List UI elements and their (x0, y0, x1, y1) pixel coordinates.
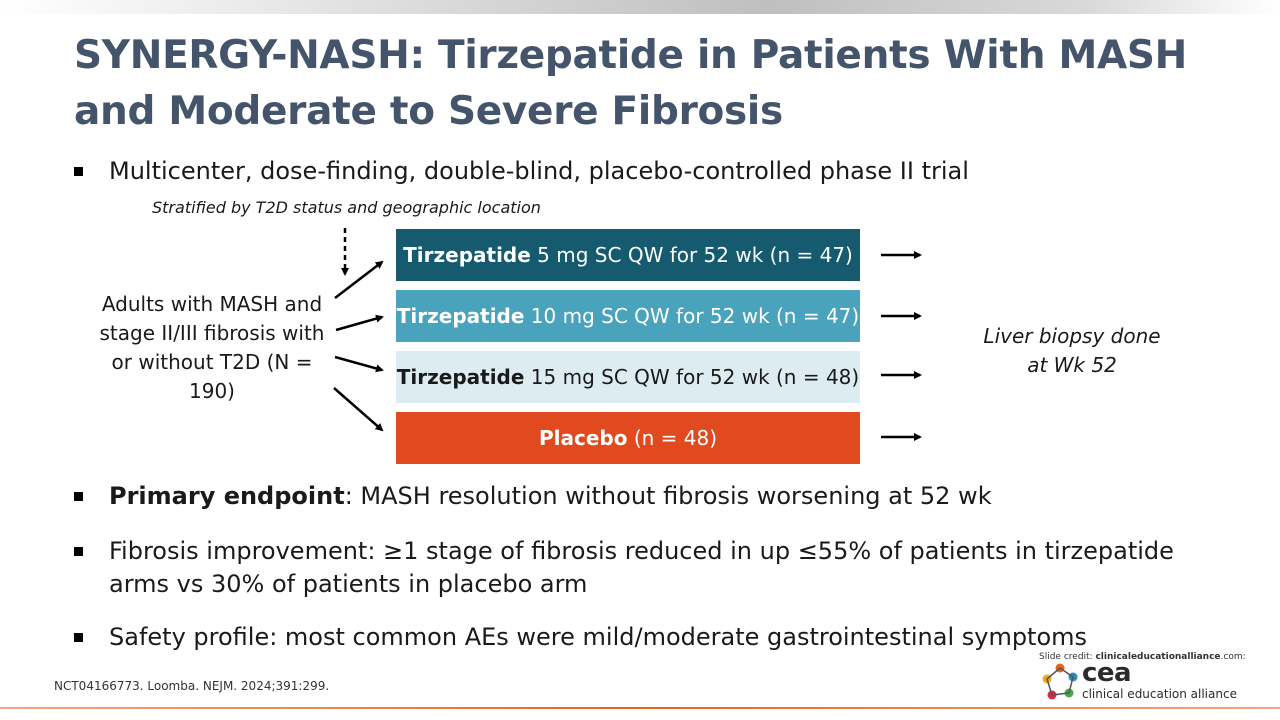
top-gradient-bar (0, 0, 1280, 14)
bullet-square-icon (74, 492, 83, 501)
bottom-accent-line (0, 707, 1280, 709)
bullet-safety: Safety profile: most common AEs were mil… (74, 621, 1174, 655)
arm-placebo: Placebo (n = 48) (396, 412, 860, 464)
stratification-note: Stratified by T2D status and geographic … (152, 198, 541, 217)
arm-detail: (n = 48) (627, 426, 718, 450)
outcome-label: Liver biopsy done at Wk 52 (983, 324, 1161, 377)
randomize-arrow-3 (334, 355, 384, 373)
arm-drug: Tirzepatide (396, 304, 525, 328)
arm-drug: Tirzepatide (403, 243, 531, 267)
citation: NCT04166773. Loomba. NEJM. 2024;391:299. (54, 679, 330, 693)
bullet-square-icon (74, 547, 83, 556)
bullet-square-icon (74, 633, 83, 642)
slide-title: SYNERGY-NASH: Tirzepatide in Patients Wi… (74, 33, 1187, 134)
primary-endpoint-label: Primary endpoint (109, 482, 345, 510)
arm-drug: Tirzepatide (396, 365, 525, 389)
arm-drug: Placebo (538, 426, 628, 450)
bullet-design-text: Multicenter, dose-finding, double-blind,… (109, 157, 969, 185)
credit-site: clinicaleducationalliance (1095, 652, 1221, 662)
slide-credit: Slide credit: clinicaleducationalliance.… (1039, 652, 1246, 662)
randomize-arrow-4 (333, 387, 384, 432)
bullet-primary-text: Primary endpoint: MASH resolution withou… (109, 480, 992, 513)
arm-tirzepatide-15mg: Tirzepatide 15 mg SC QW for 52 wk (n = 4… (396, 351, 860, 403)
bullet-fibrosis-text: Fibrosis improvement: ≥1 stage of fibros… (109, 537, 1174, 598)
randomize-arrow-2 (335, 314, 384, 332)
arm-detail: 10 mg SC QW for 52 wk (n = 47) (524, 304, 860, 328)
credit-prefix: Slide credit: (1039, 652, 1096, 662)
arm-tirzepatide-10mg: Tirzepatide 10 mg SC QW for 52 wk (n = 4… (396, 290, 860, 342)
bullet-primary-endpoint: Primary endpoint: MASH resolution withou… (74, 480, 1174, 514)
arm-tirzepatide-5mg: Tirzepatide 5 mg SC QW for 52 wk (n = 47… (396, 229, 860, 281)
bullet-square-icon (74, 167, 83, 176)
logo-short-name: cea (1082, 658, 1132, 688)
population-label: Adults with MASH and stage II/III fibros… (99, 292, 325, 403)
bullet-fibrosis: Fibrosis improvement: ≥1 stage of fibros… (74, 535, 1214, 605)
cea-mark-icon (1042, 663, 1078, 700)
bullet-design: Multicenter, dose-finding, double-blind,… (74, 155, 1174, 189)
arm-detail: 15 mg SC QW for 52 wk (n = 48) (524, 365, 860, 389)
primary-endpoint-desc: : MASH resolution without fibrosis worse… (344, 482, 992, 510)
randomize-arrow-1 (334, 260, 384, 299)
bullet-safety-text: Safety profile: most common AEs were mil… (109, 623, 1088, 651)
credit-suffix: .com: (1220, 652, 1246, 662)
logo-full-name: clinical education alliance (1082, 687, 1237, 701)
cea-logo: cea clinical education alliance (1042, 658, 1237, 702)
arm-detail: 5 mg SC QW for 52 wk (n = 47) (530, 243, 853, 267)
